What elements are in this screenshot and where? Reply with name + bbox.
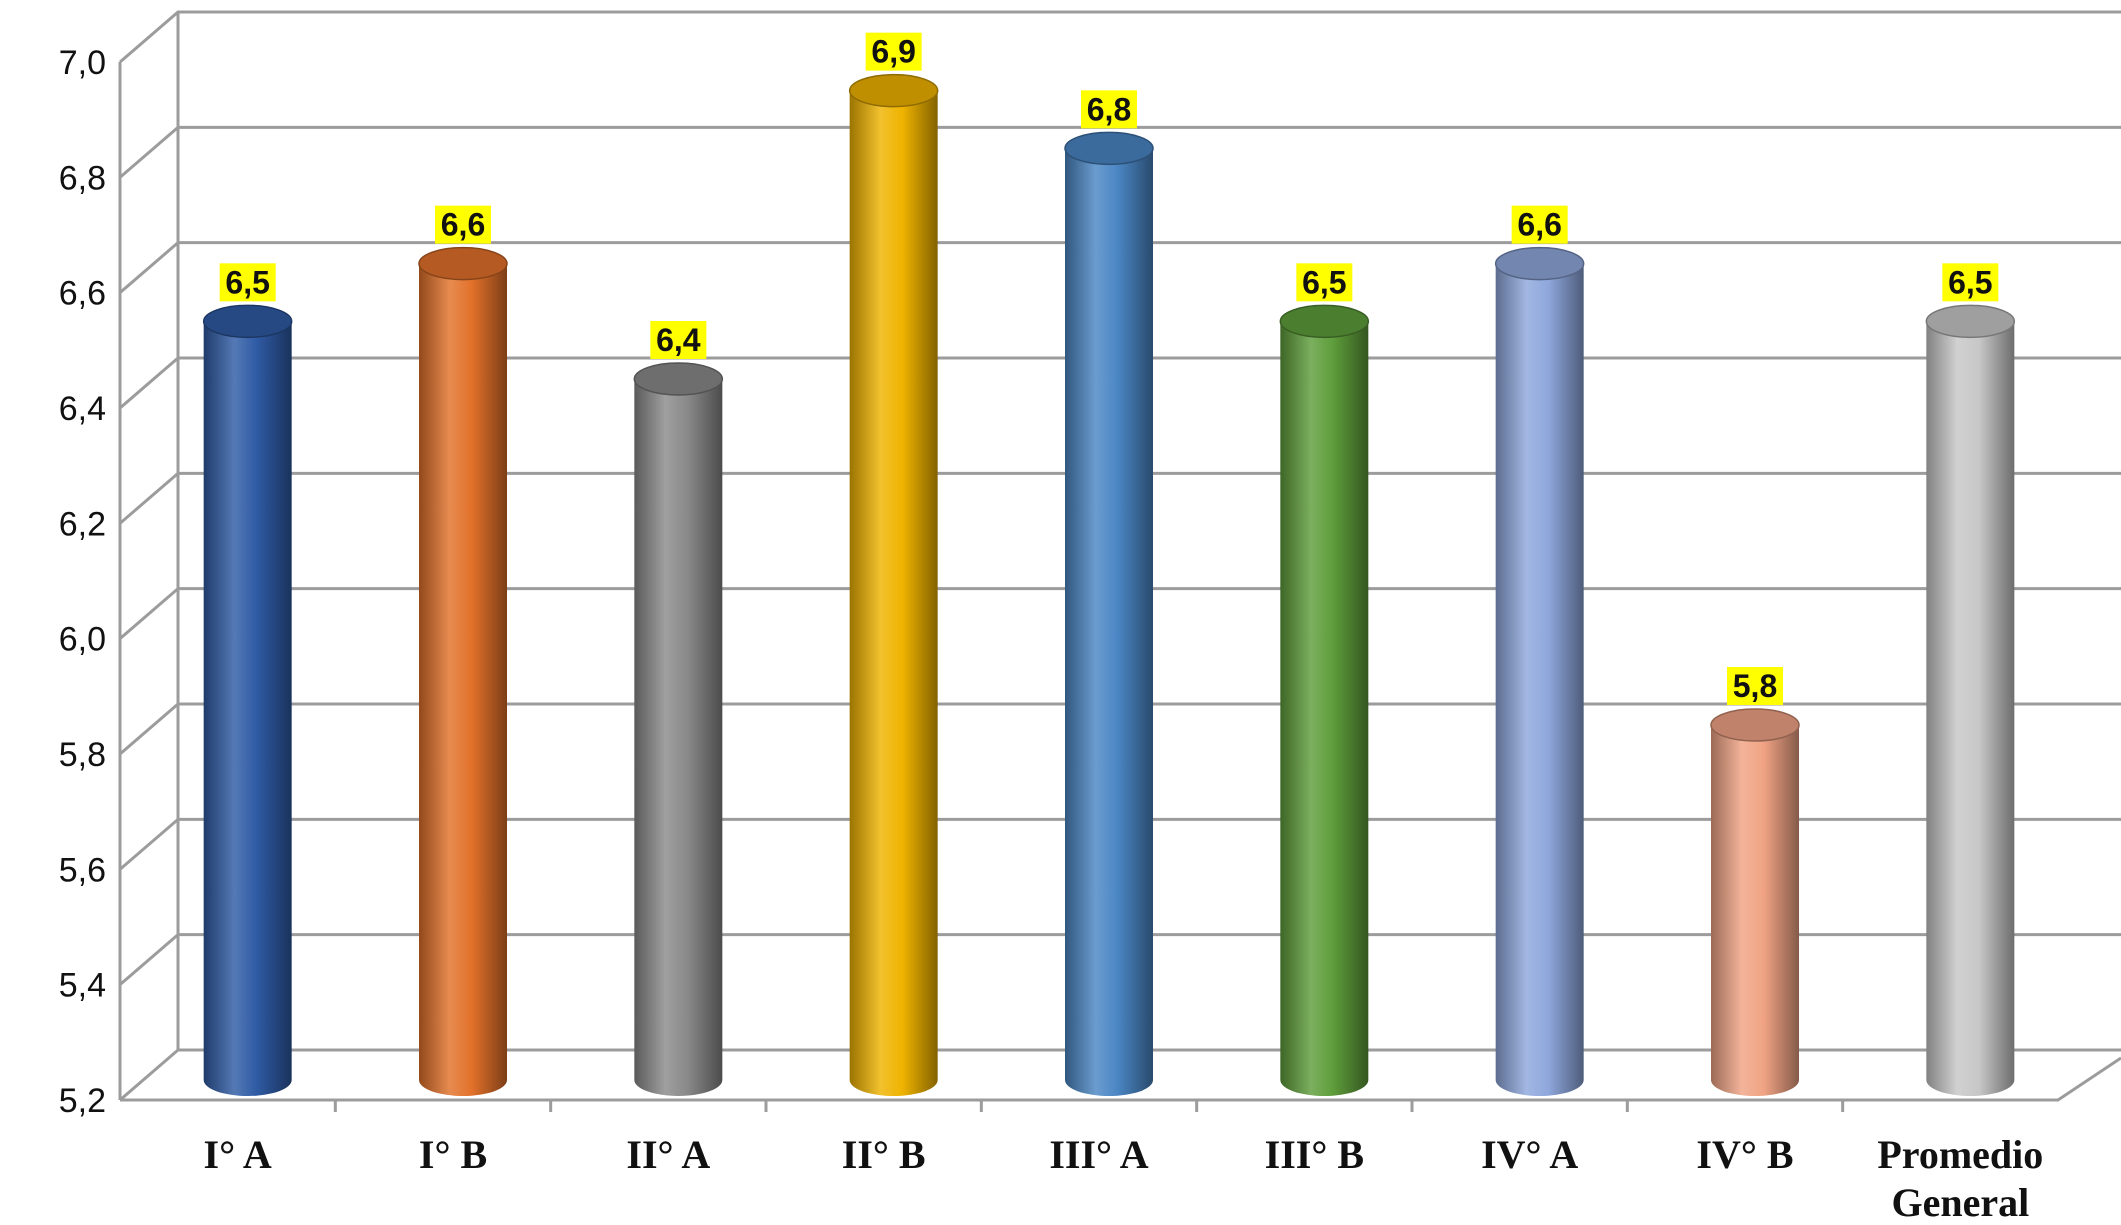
bar: 6,5 <box>1279 263 1370 1096</box>
x-axis: I° A I° B II° A II° B III° A III° B IV° A IV° B… <box>204 1100 2043 1225</box>
y-tick-label: 5,2 <box>59 1082 106 1120</box>
bar-body <box>1711 725 1799 1096</box>
value-label: 6,8 <box>1087 91 1131 127</box>
bar-top <box>848 73 939 108</box>
bar-top <box>633 362 724 396</box>
gridline <box>119 10 2121 64</box>
bar-top <box>202 304 293 339</box>
value-label: 5,8 <box>1733 668 1777 704</box>
y-tick-label: 6,0 <box>59 621 106 659</box>
y-axis: 5,2 5,4 5,6 5,8 6,0 6,2 6,4 6,6 6,8 7,0 <box>59 12 2121 1120</box>
bars: 6,5 6,6 6,4 6,9 6,8 6,5 6,6 5,8 6,5 <box>202 32 2016 1097</box>
bar: 5,8 <box>1710 667 1800 1096</box>
bar: 6,5 <box>202 263 293 1096</box>
value-label-highlight <box>219 263 276 302</box>
y-tick-label: 6,2 <box>59 505 106 543</box>
value-label-highlight <box>1081 90 1137 129</box>
bar: 6,8 <box>1064 90 1154 1097</box>
value-label: 6,5 <box>225 264 269 300</box>
value-label: 6,6 <box>441 207 485 243</box>
value-label-highlight <box>1296 263 1353 302</box>
y-tick-label: 7,0 <box>59 44 106 82</box>
bar-top <box>418 246 508 281</box>
bar: 6,5 <box>1925 263 2016 1096</box>
value-label: 6,4 <box>656 322 701 358</box>
value-label-highlight <box>1942 263 1999 302</box>
x-tick-label: III° B <box>1265 1132 1364 1177</box>
bar-body <box>1065 148 1153 1097</box>
y-tick-label: 6,6 <box>59 275 106 313</box>
bar-body <box>849 90 938 1096</box>
x-tick-label: I° A <box>204 1132 272 1177</box>
y-tick-label: 5,6 <box>59 851 106 889</box>
x-tick-label: II° A <box>626 1132 710 1177</box>
value-label-highlight <box>1511 205 1568 244</box>
bar: 6,4 <box>633 321 724 1096</box>
x-tick-label: I° B <box>419 1132 487 1177</box>
bar-body <box>419 263 507 1097</box>
value-label: 6,6 <box>1517 207 1561 243</box>
y-tick-label: 6,4 <box>59 390 106 428</box>
bar-top <box>1279 304 1370 339</box>
x-tick-label: IV° A <box>1481 1132 1578 1177</box>
bar-top <box>1710 708 1800 742</box>
value-label: 6,5 <box>1302 264 1346 300</box>
value-label-highlight <box>1727 667 1783 705</box>
bar-body <box>1280 321 1369 1096</box>
bar-body <box>634 379 723 1096</box>
x-tick-label: III° A <box>1049 1132 1148 1177</box>
bar-top <box>1064 131 1154 166</box>
y-tick-label: 5,8 <box>59 736 106 774</box>
bar-body <box>1495 263 1584 1097</box>
bar-top <box>1925 304 2016 339</box>
bar-body <box>203 321 292 1096</box>
x-tick-label: IV° B <box>1696 1132 1793 1177</box>
bar-body <box>1926 321 2015 1096</box>
value-label-highlight <box>435 205 491 244</box>
value-label: 6,5 <box>1948 264 1992 300</box>
y-tick-label: 5,4 <box>59 967 106 1005</box>
bar: 6,6 <box>418 205 508 1097</box>
bar: 6,9 <box>848 32 939 1096</box>
x-tick-label: II° B <box>842 1132 926 1177</box>
value-label-highlight <box>650 321 707 359</box>
value-label-highlight <box>865 32 922 71</box>
y-tick-label: 6,8 <box>59 159 106 197</box>
x-tick-label: Promedio General <box>1877 1132 2043 1225</box>
value-label: 6,9 <box>871 34 915 70</box>
bar-top <box>1494 246 1585 281</box>
bar: 6,6 <box>1494 205 1585 1097</box>
